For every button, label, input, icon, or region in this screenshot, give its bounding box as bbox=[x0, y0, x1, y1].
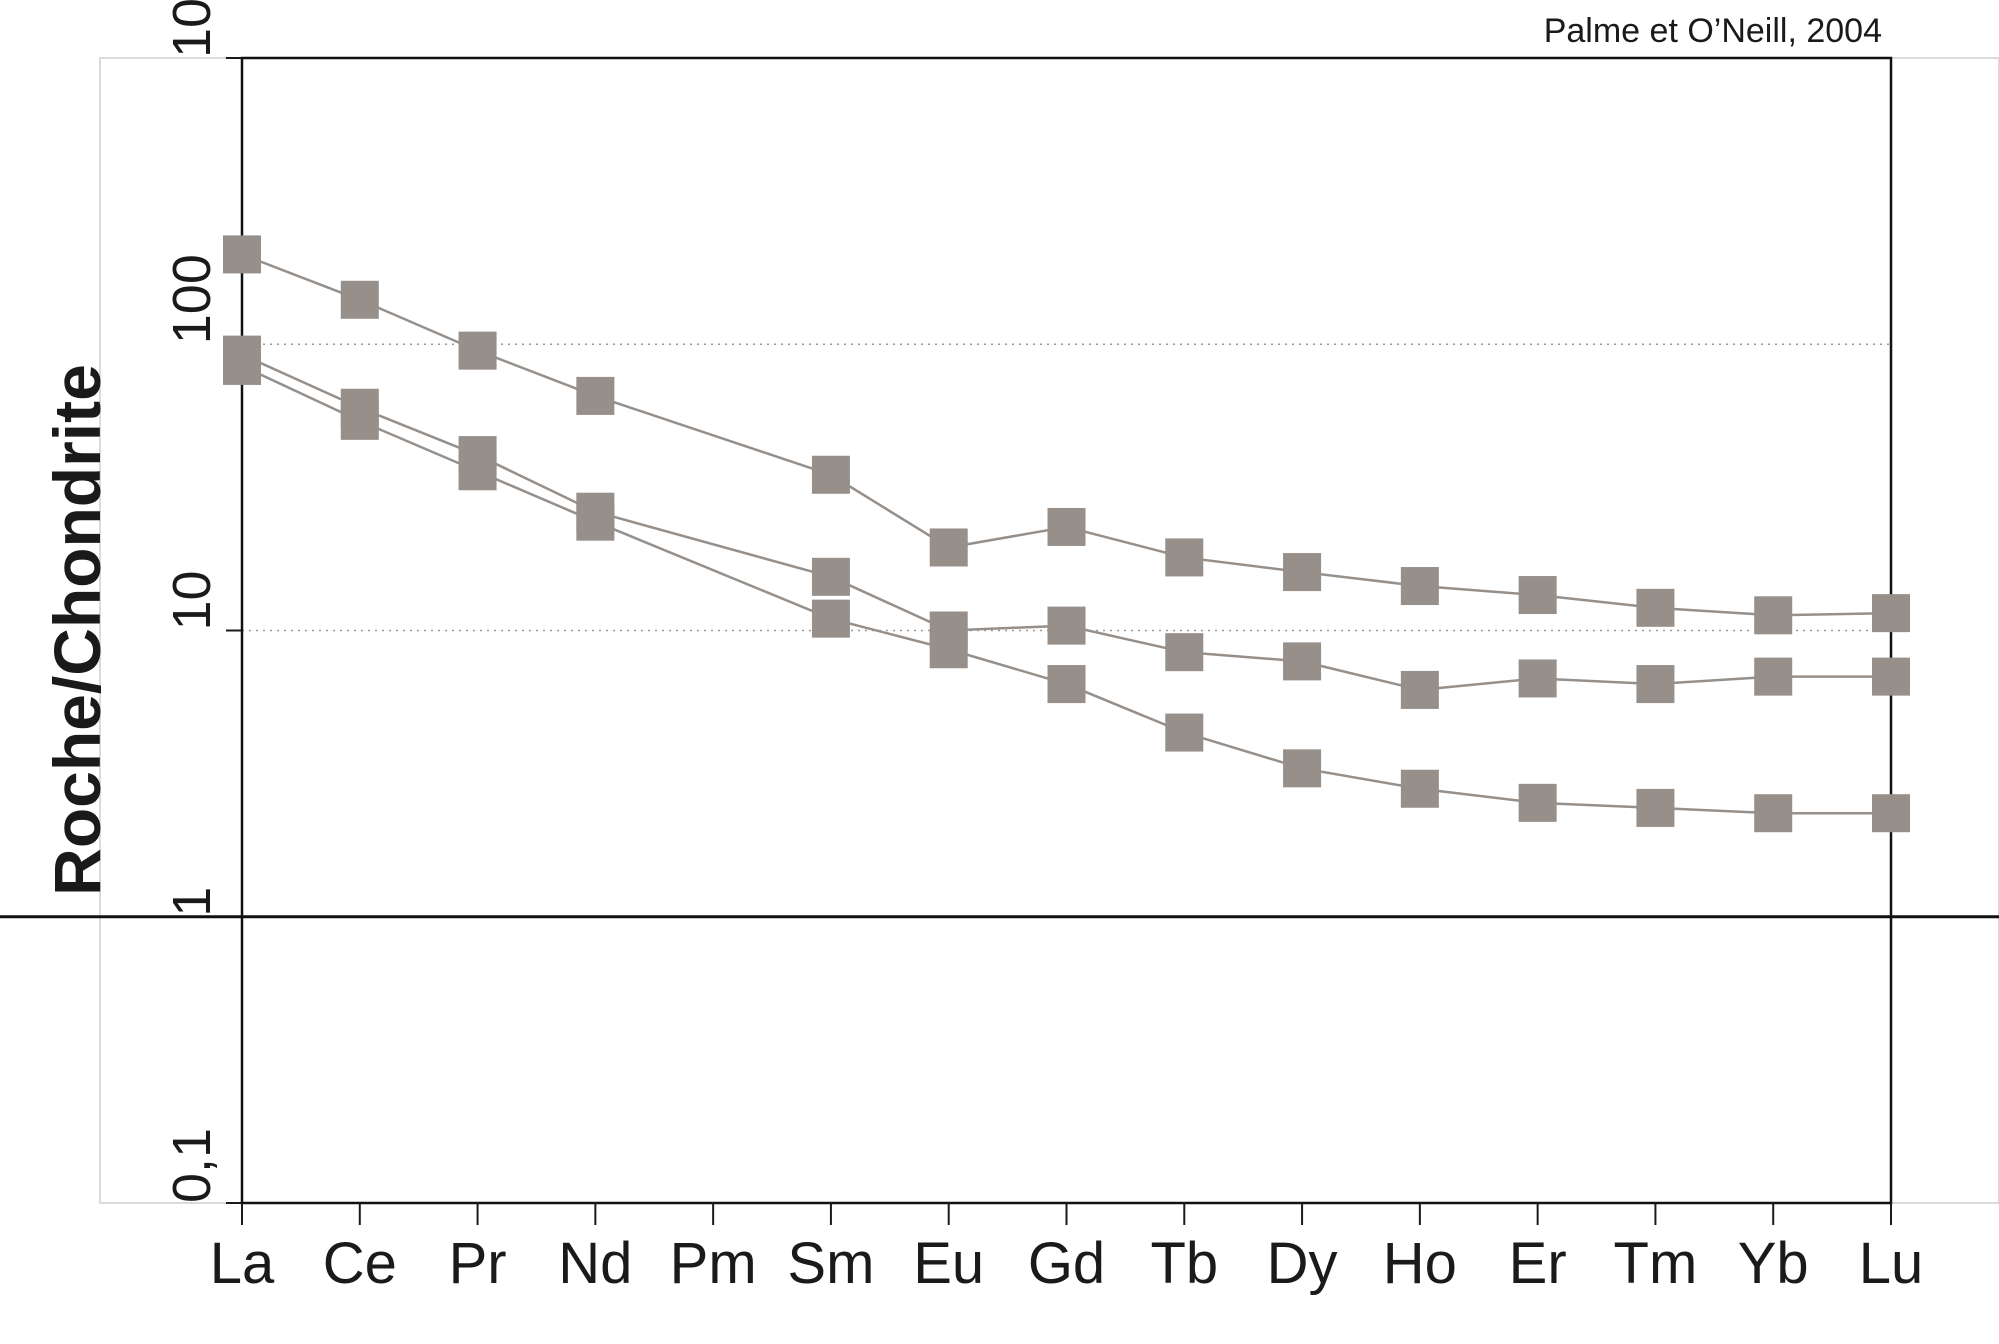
marker bbox=[1754, 657, 1793, 696]
marker bbox=[1283, 642, 1322, 681]
x-tick-label: Dy bbox=[1267, 1231, 1338, 1296]
x-tick-label: Pr bbox=[449, 1231, 507, 1296]
series-line bbox=[477, 453, 596, 513]
x-tick-label: Er bbox=[1509, 1231, 1567, 1296]
marker bbox=[1754, 596, 1793, 635]
x-tick-label: Yb bbox=[1738, 1231, 1809, 1296]
marker bbox=[929, 630, 968, 669]
series-line bbox=[830, 617, 950, 651]
marker bbox=[1047, 507, 1086, 546]
series-line bbox=[1537, 593, 1656, 610]
series-line bbox=[359, 298, 479, 352]
marker bbox=[811, 455, 850, 494]
marker bbox=[1518, 783, 1557, 822]
marker bbox=[1165, 538, 1204, 577]
y-tick-label: 10 bbox=[162, 570, 222, 630]
series-line bbox=[1773, 611, 1892, 617]
x-tick-label: La bbox=[210, 1231, 275, 1296]
x-tick-label: Nd bbox=[558, 1231, 632, 1296]
marker bbox=[223, 235, 261, 274]
series-line bbox=[594, 520, 832, 620]
series-line bbox=[1301, 570, 1421, 588]
marker bbox=[1872, 657, 1910, 696]
marker bbox=[811, 557, 850, 596]
marker bbox=[1872, 794, 1910, 833]
series-line bbox=[1066, 624, 1185, 654]
x-tick-label: Eu bbox=[913, 1231, 984, 1296]
x-tick-label: Ce bbox=[323, 1231, 397, 1296]
y-tick-label: 1 bbox=[162, 887, 222, 917]
marker bbox=[1283, 553, 1322, 592]
marker bbox=[1165, 713, 1204, 752]
marker bbox=[811, 599, 850, 638]
marker bbox=[1636, 665, 1675, 704]
marker bbox=[1165, 633, 1204, 672]
marker bbox=[458, 331, 497, 370]
series-line bbox=[1066, 525, 1185, 559]
series-line bbox=[830, 473, 950, 549]
x-tick-label: Sm bbox=[787, 1231, 874, 1296]
annotation: Palme et O’Neill, 2004 bbox=[1544, 12, 1882, 50]
marker bbox=[1636, 788, 1675, 827]
series-line bbox=[241, 353, 361, 409]
series-line bbox=[948, 525, 1067, 549]
series-line bbox=[1184, 556, 1303, 574]
y-axis-label: Roche/Chondrite bbox=[40, 364, 114, 896]
series-line bbox=[948, 648, 1067, 686]
series-line bbox=[1066, 682, 1185, 734]
x-tick-label: Tm bbox=[1614, 1231, 1698, 1296]
marker bbox=[576, 502, 615, 541]
marker bbox=[1518, 576, 1557, 615]
y-tick-label: 1000 bbox=[162, 0, 222, 58]
marker bbox=[340, 401, 379, 440]
series-line bbox=[477, 470, 596, 523]
series-line bbox=[1301, 767, 1421, 790]
x-tick-label: Ho bbox=[1383, 1231, 1457, 1296]
series-line bbox=[1419, 584, 1538, 597]
series-line bbox=[477, 349, 596, 398]
marker bbox=[1636, 588, 1675, 627]
marker bbox=[1400, 567, 1439, 606]
series-line bbox=[1537, 677, 1656, 686]
x-tick-label: Tb bbox=[1150, 1231, 1218, 1296]
series-line bbox=[1655, 675, 1774, 686]
series-line bbox=[1183, 731, 1303, 770]
series-line bbox=[1184, 650, 1303, 663]
x-tick-label: Pm bbox=[670, 1231, 757, 1296]
marker bbox=[1047, 606, 1086, 645]
x-tick-label: Gd bbox=[1028, 1231, 1105, 1296]
series-line bbox=[1301, 660, 1421, 692]
series-line bbox=[241, 253, 361, 301]
series-line bbox=[359, 419, 479, 473]
marker bbox=[458, 452, 497, 491]
series-line bbox=[948, 624, 1067, 632]
marker bbox=[223, 346, 261, 385]
marker bbox=[1518, 659, 1557, 698]
marker bbox=[1283, 749, 1322, 788]
marker bbox=[929, 528, 968, 567]
marker bbox=[1400, 670, 1439, 709]
series-line bbox=[1655, 806, 1774, 815]
series-line bbox=[1419, 677, 1538, 692]
marker bbox=[576, 376, 615, 415]
marker bbox=[1872, 594, 1910, 633]
series-line bbox=[595, 510, 832, 579]
y-tick-label: 0,1 bbox=[162, 1128, 222, 1203]
series-line bbox=[1537, 801, 1656, 810]
series-line bbox=[1419, 787, 1538, 805]
series-line bbox=[1655, 606, 1774, 617]
series-line bbox=[830, 575, 950, 632]
marker bbox=[1047, 665, 1086, 704]
series-line bbox=[359, 406, 479, 457]
x-tick-label: Lu bbox=[1859, 1231, 1924, 1296]
series-line bbox=[241, 364, 361, 422]
marker bbox=[1400, 769, 1439, 808]
marker bbox=[340, 280, 379, 319]
y-tick-label: 100 bbox=[162, 254, 222, 344]
series-line bbox=[594, 394, 832, 476]
marker bbox=[1754, 794, 1793, 833]
